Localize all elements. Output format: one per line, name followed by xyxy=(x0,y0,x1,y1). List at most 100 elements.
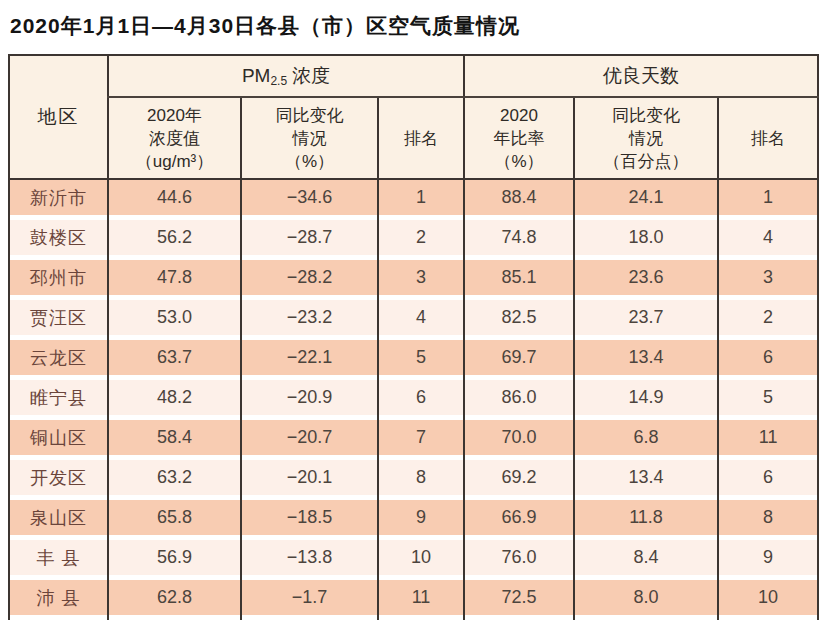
cell-pm_value: 47.8 xyxy=(108,260,241,300)
cell-good_change: 23.7 xyxy=(574,300,718,340)
page-title: 2020年1月1日—4月30日各县（市）区空气质量情况 xyxy=(10,12,817,40)
cell-good_change: 11.8 xyxy=(574,500,718,540)
table-row: 丰 县56.9−13.81076.08.49 xyxy=(9,540,818,580)
header-pm-value: 2020年 浓度值 （ug/m³） xyxy=(108,97,241,179)
cell-good_change: 24.1 xyxy=(574,179,718,220)
cell-pm_value: 53.0 xyxy=(108,300,241,340)
cell-region: 贾汪区 xyxy=(9,300,108,340)
cell-good_rate: 69.2 xyxy=(464,460,574,500)
cell-pm_rank: 8 xyxy=(378,460,464,500)
cell-pm_rank: 5 xyxy=(378,340,464,380)
cell-good_rank: 6 xyxy=(718,340,818,380)
header-pm-rank: 排名 xyxy=(378,97,464,179)
table-row: 沛 县62.8−1.71172.58.010 xyxy=(9,580,818,620)
cell-good_rate: 82.5 xyxy=(464,300,574,340)
cell-good_rank: 4 xyxy=(718,220,818,260)
cell-good_rank: 3 xyxy=(718,260,818,300)
table-row: 贾汪区53.0−23.2482.523.72 xyxy=(9,300,818,340)
cell-pm_rank: 3 xyxy=(378,260,464,300)
cell-pm_rank: 11 xyxy=(378,580,464,620)
cell-pm_rank: 7 xyxy=(378,420,464,460)
cell-good_change: 8.4 xyxy=(574,540,718,580)
pm-label-subscript: 2.5 xyxy=(270,74,287,88)
cell-region: 新沂市 xyxy=(9,179,108,220)
cell-pm_change: −20.7 xyxy=(241,420,378,460)
table-row: 泉山区65.8−18.5966.911.88 xyxy=(9,500,818,540)
cell-pm_change: −28.2 xyxy=(241,260,378,300)
cell-pm_value: 63.7 xyxy=(108,340,241,380)
cell-pm_rank: 10 xyxy=(378,540,464,580)
cell-good_rank: 10 xyxy=(718,580,818,620)
cell-pm_value: 56.9 xyxy=(108,540,241,580)
cell-pm_value: 65.8 xyxy=(108,500,241,540)
cell-good_rank: 2 xyxy=(718,300,818,340)
table-row: 铜山区58.4−20.7770.06.811 xyxy=(9,420,818,460)
table-row: 开发区63.2−20.1869.213.46 xyxy=(9,460,818,500)
cell-good_rank: 8 xyxy=(718,500,818,540)
header-pm-change: 同比变化 情况 （%） xyxy=(241,97,378,179)
cell-good_rank: 5 xyxy=(718,380,818,420)
cell-good_change: 8.0 xyxy=(574,580,718,620)
table-body: 新沂市44.6−34.6188.424.11鼓楼区56.2−28.7274.81… xyxy=(9,179,818,620)
cell-pm_rank: 9 xyxy=(378,500,464,540)
cell-pm_rank: 2 xyxy=(378,220,464,260)
table-row: 邳州市47.8−28.2385.123.63 xyxy=(9,260,818,300)
cell-region: 沛 县 xyxy=(9,580,108,620)
sub-header-row: 2020年 浓度值 （ug/m³） 同比变化 情况 （%） 排名 2020 年比… xyxy=(9,97,818,179)
header-region: 地区 xyxy=(9,55,108,179)
cell-region: 泉山区 xyxy=(9,500,108,540)
group-header-row: 地区 PM2.5浓度 优良天数 xyxy=(9,55,818,97)
cell-good_rank: 6 xyxy=(718,460,818,500)
table-row: 睢宁县48.2−20.9686.014.95 xyxy=(9,380,818,420)
cell-region: 睢宁县 xyxy=(9,380,108,420)
cell-pm_change: −18.5 xyxy=(241,500,378,540)
cell-good_rate: 70.0 xyxy=(464,420,574,460)
cell-good_rate: 66.9 xyxy=(464,500,574,540)
pm-label-rest: 浓度 xyxy=(292,65,330,86)
header-good-rate: 2020 年比率 （%） xyxy=(464,97,574,179)
air-quality-table: 地区 PM2.5 浓度 优良天数 2020年 浓度值 （ug/m³） 同比变化 情… xyxy=(8,54,819,620)
cell-good_change: 13.4 xyxy=(574,460,718,500)
cell-good_change: 14.9 xyxy=(574,380,718,420)
cell-good_change: 13.4 xyxy=(574,340,718,380)
cell-good_rank: 1 xyxy=(718,179,818,220)
cell-region: 邳州市 xyxy=(9,260,108,300)
cell-good_rate: 86.0 xyxy=(464,380,574,420)
cell-pm_rank: 1 xyxy=(378,179,464,220)
cell-pm_change: −22.1 xyxy=(241,340,378,380)
cell-good_change: 23.6 xyxy=(574,260,718,300)
header-good-rank: 排名 xyxy=(718,97,818,179)
cell-pm_change: −20.1 xyxy=(241,460,378,500)
cell-region: 鼓楼区 xyxy=(9,220,108,260)
cell-pm_change: −34.6 xyxy=(241,179,378,220)
cell-pm_rank: 6 xyxy=(378,380,464,420)
cell-good_change: 6.8 xyxy=(574,420,718,460)
cell-pm_value: 44.6 xyxy=(108,179,241,220)
table-row: 鼓楼区56.2−28.7274.818.04 xyxy=(9,220,818,260)
header-group-good-days: 优良天数 xyxy=(464,55,818,97)
cell-region: 开发区 xyxy=(9,460,108,500)
cell-good_change: 18.0 xyxy=(574,220,718,260)
cell-good_rate: 85.1 xyxy=(464,260,574,300)
cell-region: 铜山区 xyxy=(9,420,108,460)
page: 2020年1月1日—4月30日各县（市）区空气质量情况 地区 PM2.5 浓度 优… xyxy=(0,0,825,620)
table-row: 新沂市44.6−34.6188.424.11 xyxy=(9,179,818,220)
cell-good_rate: 88.4 xyxy=(464,179,574,220)
cell-good_rate: 74.8 xyxy=(464,220,574,260)
cell-region: 云龙区 xyxy=(9,340,108,380)
cell-pm_value: 58.4 xyxy=(108,420,241,460)
table-row: 云龙区63.7−22.1569.713.46 xyxy=(9,340,818,380)
cell-good_rate: 69.7 xyxy=(464,340,574,380)
cell-pm_value: 63.2 xyxy=(108,460,241,500)
pm-label-main: PM xyxy=(242,65,271,86)
cell-good_rate: 72.5 xyxy=(464,580,574,620)
cell-pm_change: −13.8 xyxy=(241,540,378,580)
header-group-pm: PM2.5 浓度 xyxy=(108,55,464,97)
table-header: 地区 PM2.5 浓度 优良天数 2020年 浓度值 （ug/m³） 同比变化 情… xyxy=(9,55,818,179)
cell-good_rate: 76.0 xyxy=(464,540,574,580)
cell-pm_change: −28.7 xyxy=(241,220,378,260)
header-good-change: 同比变化 情况 （百分点） xyxy=(574,97,718,179)
cell-region: 丰 县 xyxy=(9,540,108,580)
cell-good_rank: 11 xyxy=(718,420,818,460)
cell-good_rank: 9 xyxy=(718,540,818,580)
